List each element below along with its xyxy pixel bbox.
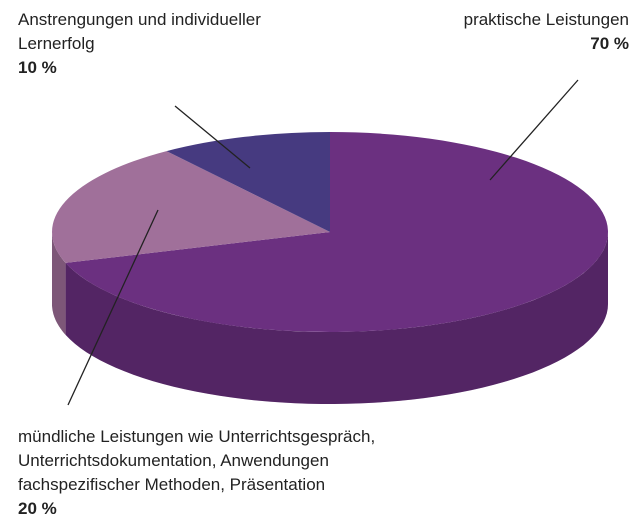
slice-label: mündliche Leistungen wie Unterrichtsgesp…	[18, 425, 428, 521]
slice-side	[52, 232, 66, 335]
category-label: praktische Leistungen	[463, 10, 629, 29]
leader-lines	[67, 79, 579, 406]
slice	[166, 132, 330, 232]
slice	[65, 132, 608, 332]
value-label: 10 %	[18, 58, 57, 77]
leader-line	[67, 209, 159, 406]
side-shade	[52, 232, 66, 335]
pie	[51, 132, 609, 404]
category-label: Anstrengungen und individueller Lernerfo…	[18, 10, 261, 53]
slice-label: praktische Leistungen 70 %	[464, 8, 629, 56]
slice-side	[65, 232, 609, 404]
category-label: mündliche Leistungen wie Unterrichtsgesp…	[18, 427, 376, 494]
value-label: 20 %	[18, 499, 57, 518]
slice	[51, 151, 330, 263]
leader-line	[174, 105, 251, 169]
slice-label: Anstrengungen und individueller Lernerfo…	[18, 8, 308, 80]
side-shade	[65, 232, 609, 404]
leader-line	[489, 79, 579, 181]
value-label: 70 %	[590, 34, 629, 53]
